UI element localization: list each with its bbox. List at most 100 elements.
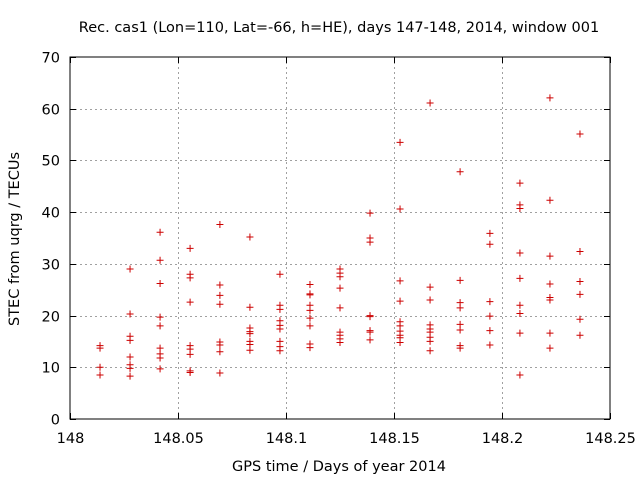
data-points (96, 94, 584, 380)
data-point (486, 341, 494, 349)
y-tick-label: 60 (42, 103, 60, 119)
y-axis-label: STEC from uqrg / TECUs (7, 152, 23, 326)
data-point (156, 313, 164, 321)
axis-ticks: 148 148.05 148.1 148.15 148.2 148.25 0 10 20 30 40… (42, 51, 636, 448)
y-tick-label: 40 (42, 206, 60, 222)
data-point (576, 331, 584, 339)
data-point (546, 196, 554, 204)
data-point (306, 344, 314, 352)
y-tick-label: 10 (42, 361, 60, 377)
data-point (276, 305, 284, 313)
data-point (516, 249, 524, 257)
data-point (456, 276, 464, 284)
data-point (216, 341, 224, 349)
x-tick-label: 148.1 (266, 431, 308, 447)
data-point (366, 313, 374, 321)
data-point (276, 270, 284, 278)
x-tick-label: 148.05 (153, 431, 204, 447)
data-point (366, 238, 374, 246)
data-point (276, 347, 284, 355)
data-point (366, 209, 374, 217)
data-point (516, 310, 524, 318)
data-point (216, 300, 224, 308)
data-point (516, 205, 524, 213)
data-point (576, 130, 584, 138)
data-point (186, 274, 194, 282)
data-point (156, 280, 164, 288)
data-point (456, 304, 464, 312)
data-point (276, 325, 284, 333)
data-point (456, 326, 464, 334)
data-point (486, 312, 494, 320)
data-point (426, 337, 434, 345)
data-point (576, 247, 584, 255)
data-point (246, 346, 254, 354)
data-point (216, 291, 224, 299)
data-point (186, 368, 194, 376)
data-point (156, 322, 164, 330)
data-point (216, 221, 224, 229)
data-point (486, 240, 494, 248)
data-point (96, 363, 104, 371)
x-tick-label: 148.25 (585, 431, 636, 447)
data-point (516, 329, 524, 337)
data-point (156, 228, 164, 236)
data-point (336, 284, 344, 292)
data-point (126, 310, 134, 318)
grid-lines (70, 57, 610, 419)
data-point (126, 336, 134, 344)
y-tick-label: 20 (42, 310, 60, 326)
data-point (246, 303, 254, 311)
data-point (486, 229, 494, 237)
chart-title: Rec. cas1 (Lon=110, Lat=-66, h=HE), days… (79, 20, 599, 36)
data-point (396, 297, 404, 305)
data-point (216, 369, 224, 377)
data-point (426, 99, 434, 107)
data-point (546, 296, 554, 304)
data-point (546, 344, 554, 352)
data-point (96, 371, 104, 379)
data-point (456, 168, 464, 176)
data-point (156, 256, 164, 264)
data-point (306, 281, 314, 289)
data-point (366, 336, 374, 344)
data-point (576, 315, 584, 323)
x-tick-label: 148 (57, 431, 85, 447)
data-point (156, 354, 164, 362)
data-point (426, 283, 434, 291)
data-point (516, 179, 524, 187)
data-point (396, 338, 404, 346)
data-point (336, 273, 344, 281)
data-point (216, 281, 224, 289)
data-point (426, 296, 434, 304)
data-point (126, 372, 134, 380)
data-point (396, 205, 404, 213)
data-point (576, 290, 584, 298)
data-point (126, 353, 134, 361)
data-point (486, 327, 494, 335)
data-point (306, 291, 314, 299)
data-point (126, 364, 134, 372)
data-point (126, 265, 134, 273)
data-point (546, 252, 554, 260)
plot-frame (69, 56, 611, 420)
data-point (516, 274, 524, 282)
data-point (546, 94, 554, 102)
data-point (516, 301, 524, 309)
x-axis-label: GPS time / Days of year 2014 (232, 459, 446, 475)
x-tick-label: 148.2 (482, 431, 524, 447)
data-point (246, 233, 254, 241)
data-point (456, 344, 464, 352)
data-point (516, 371, 524, 379)
y-tick-label: 70 (42, 51, 60, 67)
data-point (306, 306, 314, 314)
data-point (186, 298, 194, 306)
data-point (366, 328, 374, 336)
data-point (156, 365, 164, 373)
data-point (396, 138, 404, 146)
data-point (336, 304, 344, 312)
y-tick-label: 30 (42, 258, 60, 274)
data-point (396, 277, 404, 285)
data-point (426, 347, 434, 355)
data-point (96, 344, 104, 352)
